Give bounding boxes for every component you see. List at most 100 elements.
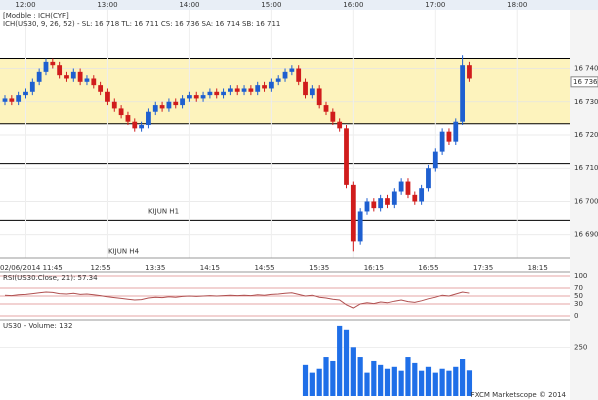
- y-tick-label: 16 700: [574, 197, 598, 205]
- y-tick-label: 0: [574, 312, 578, 320]
- candle-body: [275, 78, 281, 82]
- volume-bar: [460, 359, 466, 396]
- candle-body: [357, 211, 363, 242]
- panel-title: RSI(US30.Close, 21): 57.34: [3, 274, 98, 282]
- candle-body: [111, 101, 117, 109]
- candle-body: [337, 121, 343, 129]
- volume-bar: [446, 370, 452, 396]
- rsi-line: [4, 291, 470, 309]
- candle-body: [9, 98, 15, 102]
- candle-body: [316, 88, 322, 106]
- top-time-label: 17:00: [425, 1, 445, 9]
- y-tick-label: 16 740: [574, 65, 598, 73]
- last-price-box: [570, 76, 598, 88]
- volume-bar: [330, 360, 336, 396]
- candle-body: [453, 121, 459, 142]
- candle-body: [371, 201, 377, 209]
- volume-bar: [350, 347, 356, 396]
- x-tick-label: 16:55: [418, 264, 438, 272]
- candle-body: [91, 78, 97, 86]
- x-tick-label: 18:15: [528, 264, 548, 272]
- candle-body: [105, 91, 110, 102]
- x-tick-label: 15:35: [309, 264, 329, 272]
- panel-title: US30 - Volume: 132: [3, 322, 72, 330]
- x-tick-label: 14:55: [254, 264, 274, 272]
- candle-body: [84, 78, 90, 82]
- candle-body: [29, 81, 35, 92]
- y-tick-label: 16 730: [574, 98, 598, 106]
- candle-body: [364, 201, 370, 212]
- candle-body: [350, 184, 356, 242]
- volume-bar: [391, 366, 397, 396]
- candle-body: [132, 121, 138, 129]
- candle-body: [446, 131, 452, 142]
- candle-body: [187, 95, 192, 99]
- candle-body: [296, 68, 302, 82]
- candle-body: [159, 105, 165, 109]
- candle-body: [57, 65, 63, 76]
- volume-bar: [405, 357, 411, 396]
- candle-body: [268, 81, 274, 89]
- x-tick-label: 13:35: [145, 264, 165, 272]
- candle-body: [227, 88, 233, 92]
- top-time-label: 15:00: [261, 1, 281, 9]
- volume-bar: [378, 364, 384, 396]
- candle-body: [221, 91, 226, 96]
- volume-bar: [425, 366, 432, 396]
- volume-bar: [432, 372, 438, 396]
- last-price-label: 16 736: [573, 78, 598, 86]
- candle-body: [432, 151, 438, 169]
- annotation: KIJUN H4: [108, 247, 140, 255]
- candle-body: [193, 95, 199, 99]
- price-axis-bg: [570, 10, 598, 400]
- volume-bar: [316, 368, 322, 396]
- candle-body: [282, 71, 288, 79]
- top-time-label: 14:00: [179, 1, 199, 9]
- volume-bar: [453, 366, 459, 396]
- candle-body: [439, 131, 445, 152]
- candle-body: [248, 88, 254, 92]
- x-tick-label: 17:35: [473, 264, 493, 272]
- y-tick-label: 16 710: [574, 164, 598, 172]
- candle-body: [385, 198, 390, 205]
- candle-body: [173, 101, 179, 106]
- legend: ICH(US30, 9, 26, 52) - SL: 16 718 TL: 16…: [3, 20, 280, 28]
- volume-bar: [371, 360, 377, 396]
- candle-body: [36, 71, 42, 82]
- candle-body: [234, 88, 240, 92]
- candle-body: [166, 101, 172, 109]
- y-tick-label: 250: [574, 343, 587, 351]
- candle-body: [125, 115, 131, 122]
- y-tick-label: 30: [574, 300, 583, 308]
- y-tick-label: 16 720: [574, 131, 598, 139]
- volume-bar: [384, 368, 391, 396]
- x-tick-label: 14:15: [200, 264, 220, 272]
- top-time-label: 13:00: [97, 1, 117, 9]
- candle-body: [200, 95, 206, 99]
- chart-title: [Modble : ICH(CYF]: [3, 12, 69, 20]
- top-time-label: 12:00: [15, 1, 35, 9]
- candle-body: [330, 111, 336, 122]
- candle-body: [467, 65, 472, 79]
- x-tick-label: 12:55: [91, 264, 111, 272]
- x-tick-label: 16:15: [364, 264, 384, 272]
- candle-body: [146, 111, 151, 126]
- candle-body: [77, 71, 83, 82]
- volume-bar: [323, 357, 329, 396]
- candle-body: [16, 95, 22, 102]
- candle-body: [207, 91, 213, 96]
- top-time-label: 16:00: [343, 1, 363, 9]
- candle-body: [23, 91, 28, 96]
- volume-bar: [337, 325, 343, 396]
- candle-body: [289, 68, 295, 72]
- y-tick-label: 70: [574, 284, 583, 292]
- candle-body: [118, 108, 124, 116]
- volume-bar: [439, 368, 445, 396]
- candle-body: [378, 198, 384, 209]
- y-tick-label: 100: [574, 272, 587, 280]
- candle-body: [139, 125, 144, 129]
- candle-body: [309, 88, 315, 96]
- candle-body: [460, 65, 466, 122]
- candle-body: [391, 191, 397, 205]
